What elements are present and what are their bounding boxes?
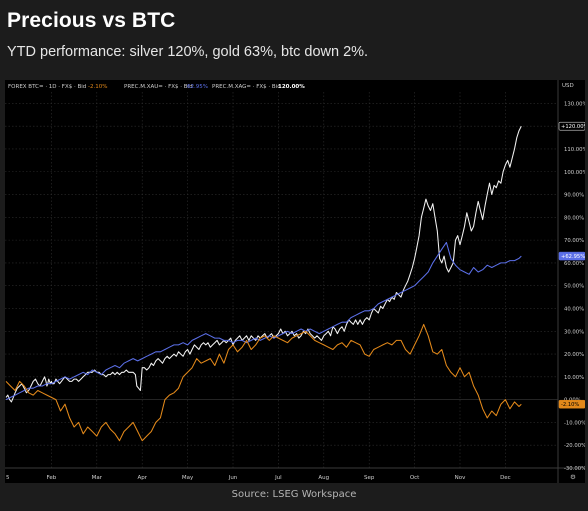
grid [5, 92, 558, 469]
y-tick-label: 100.00% [564, 170, 585, 176]
chart-title: Precious vs BTC [7, 9, 176, 32]
y-tick-label: 90.00% [564, 193, 584, 199]
legend: FOREX BTC= · 1D · FX$ · Bid -2.10% PREC.… [8, 84, 305, 90]
y-axis: USD 130.00% 120.00% 110.00% 100.00% 90.00% 80.… [5, 80, 588, 483]
legend-btc-value: -2.10% [88, 84, 107, 90]
y-tick-label: 60.00% [564, 261, 584, 267]
price-chart: USD 130.00% 120.00% 110.00% 100.00% 90.00% 80.… [5, 80, 588, 483]
series-line-btc [5, 323, 522, 442]
x-tick-label: May [182, 475, 194, 481]
chart-panel: USD 130.00% 120.00% 110.00% 100.00% 90.00% 80.… [5, 80, 588, 483]
x-tick-label: Sep [364, 475, 375, 481]
x-tick-label: Oct [410, 475, 420, 481]
series-layer [5, 125, 522, 442]
y-tick-label: 40.00% [564, 306, 584, 312]
y-tick-label: 50.00% [564, 284, 584, 290]
y-tick-label: -30.00% [564, 466, 585, 472]
y-tick-label: 10.00% [564, 375, 584, 381]
x-axis: 5 Feb Mar Apr May Jun Jul Aug Sep Oct Nov Dec ⚙ [6, 473, 576, 481]
y-tick-label: 20.00% [564, 352, 584, 358]
y-tick-label: -10.00% [564, 420, 585, 426]
legend-gold-value: 62.95% [187, 84, 208, 90]
series-line-silver [5, 125, 522, 403]
x-tick-label: Feb [47, 475, 57, 481]
chart-subtitle: YTD performance: silver 120%, gold 63%, … [7, 44, 369, 60]
legend-btc-label: FOREX BTC= · 1D · FX$ · Bid [8, 84, 86, 90]
settings-icon: ⚙ [570, 473, 576, 481]
y-axis-unit-label: USD [562, 83, 574, 89]
last-value-label-gold: +62.95% [561, 254, 585, 260]
legend-gold-label: PREC.M.XAU= · FX$ · Bid [124, 84, 193, 90]
source-note: Source: LSEG Workspace [231, 489, 357, 500]
legend-silver-label: PREC.M.XAG= · FX$ · Bid [212, 84, 281, 90]
x-tick-label: Aug [318, 475, 329, 481]
y-tick-label: 80.00% [564, 215, 584, 221]
y-tick-label: -20.00% [564, 443, 585, 449]
last-value-label-btc: -2.10% [561, 402, 579, 408]
x-tick-label: 5 [6, 475, 10, 481]
x-tick-label: Mar [92, 475, 103, 481]
legend-silver-value: 120.00% [278, 84, 305, 90]
y-tick-label: 110.00% [564, 147, 585, 153]
x-tick-label: Jun [228, 475, 238, 481]
x-tick-label: Dec [500, 475, 511, 481]
y-tick-label: 130.00% [564, 101, 585, 107]
x-tick-label: Apr [137, 475, 147, 481]
x-tick-label: Jul [274, 475, 282, 481]
y-tick-label: 30.00% [564, 329, 584, 335]
x-tick-label: Nov [455, 475, 466, 481]
last-value-label-silver: +120.00% [561, 124, 585, 130]
y-tick-label: 70.00% [564, 238, 584, 244]
series-line-gold [5, 241, 522, 401]
